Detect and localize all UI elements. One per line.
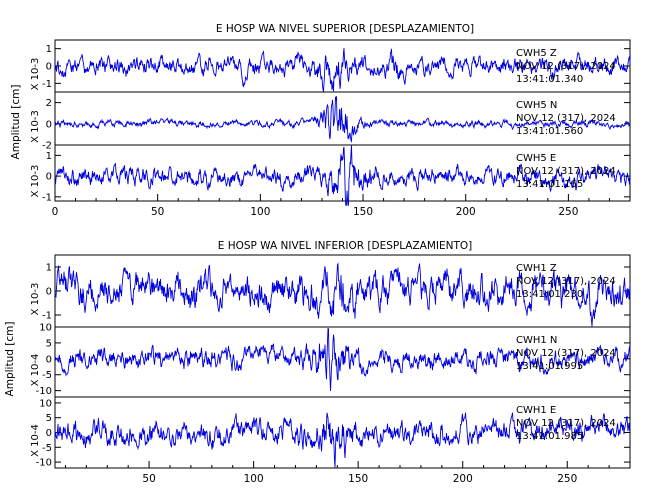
y-tick-label: -5: [42, 370, 52, 381]
y-tick-label: -1: [42, 311, 52, 322]
y-tick-label: 0: [46, 119, 52, 130]
date-label: NOV 12 (317), 2024: [516, 418, 616, 429]
trace-panel-n: -10 -5 0 5 10 X 10-4 CWH1 N NOV 12 (317), 2024 1…: [30, 323, 631, 398]
y-tick-label: 0: [46, 428, 52, 439]
x-tick-label: 0: [52, 206, 59, 218]
scale-label: X 10-3: [30, 165, 41, 198]
station-label: CWH5 N: [516, 100, 557, 111]
waveform-trace: [54, 262, 631, 327]
trace-panel-n: -2 0 2 X 10-3 CWH5 N NOV 12 (317), 2024 13:41:…: [30, 91, 631, 152]
y-tick-label: 5: [46, 338, 52, 349]
trace-panel-z: -1 0 1 X 10-3 CWH5 Z NOV 12 (317), 2024 13:41:…: [30, 39, 631, 93]
x-tick-label: 100: [244, 473, 264, 485]
y-tick-label: 5: [46, 413, 52, 424]
time-label: 13:41:01.340: [516, 74, 583, 85]
time-label: 13:41:01.230: [516, 289, 583, 300]
y-tick-label: 1: [46, 44, 52, 55]
y-tick-label: 1: [46, 151, 52, 162]
scale-label: X 10-4: [30, 354, 41, 387]
trace-panel-z: -1 0 1 X 10-3 CWH1 Z NOV 12 (317), 2024 13:41:…: [30, 254, 631, 328]
chart-title: E HOSP WA NIVEL SUPERIOR [DESPLAZAMIENTO…: [216, 23, 474, 35]
scale-label: X 10-3: [30, 58, 41, 91]
time-label: 13:41:01.165: [516, 179, 583, 190]
scale-label: X 10-4: [30, 424, 41, 457]
chart-upper-level: E HOSP WA NIVEL SUPERIOR [DESPLAZAMIENTO…: [10, 23, 631, 218]
trace-panel-e: -1 0 1 X 10-3 CWH5 E NOV 12 (317), 2024 13:41:…: [30, 144, 631, 207]
y-tick-label: 10: [39, 323, 52, 334]
chart-title: E HOSP WA NIVEL INFERIOR [DESPLAZAMIENTO…: [218, 240, 473, 252]
y-tick-label: 1: [46, 263, 52, 274]
x-tick-label: 150: [348, 473, 368, 485]
station-label: CWH5 Z: [516, 48, 557, 59]
date-label: NOV 12 (317), 2024: [516, 348, 616, 359]
date-label: NOV 12 (317), 2024: [516, 113, 616, 124]
scale-label: X 10-3: [30, 283, 41, 316]
waveform-trace: [54, 145, 631, 207]
x-tick-label: 250: [557, 473, 577, 485]
x-tick-label: 50: [151, 206, 164, 218]
y-tick-label: 0: [46, 287, 52, 298]
y-tick-label: 0: [46, 62, 52, 73]
y-tick-label: -2: [42, 141, 52, 152]
y-tick-label: -5: [42, 443, 52, 454]
station-label: CWH1 N: [516, 335, 557, 346]
station-label: CWH5 E: [516, 153, 556, 164]
y-tick-label: -10: [36, 386, 52, 397]
time-label: 13:41:01.995: [516, 361, 583, 372]
waveform-trace: [54, 96, 631, 144]
x-tick-label: 100: [250, 206, 270, 218]
time-label: 13:41:01.985: [516, 431, 583, 442]
y-tick-label: -1: [42, 192, 52, 203]
y-tick-label: 10: [39, 398, 52, 409]
y-tick-label: -10: [36, 458, 52, 469]
x-tick-label: 50: [142, 473, 155, 485]
station-label: CWH1 E: [516, 405, 556, 416]
y-tick-label: 2: [46, 98, 52, 109]
date-label: NOV 12 (317), 2024: [516, 166, 616, 177]
time-label: 13:41:01.560: [516, 126, 583, 137]
waveform-trace: [54, 327, 631, 392]
x-tick-label: 200: [456, 206, 476, 218]
date-label: NOV 12 (317), 2024: [516, 61, 616, 72]
scale-label: X 10-3: [30, 110, 41, 143]
date-label: NOV 12 (317), 2024: [516, 276, 616, 287]
station-label: CWH1 Z: [516, 263, 557, 274]
y-tick-label: 0: [46, 354, 52, 365]
chart-lower-level: E HOSP WA NIVEL INFERIOR [DESPLAZAMIENTO…: [4, 240, 631, 485]
x-tick-label: 150: [353, 206, 373, 218]
x-tick-label: 200: [453, 473, 473, 485]
trace-panel-e: -10 -5 0 5 10 X 10-4 CWH1 E NOV 12 (317), 2024 1…: [30, 396, 631, 469]
y-tick-label: -1: [42, 79, 52, 90]
y-tick-label: 0: [46, 172, 52, 183]
y-axis-label: Amplitud [cm]: [10, 85, 22, 160]
x-tick-label: 250: [558, 206, 578, 218]
waveform-trace: [54, 412, 631, 468]
waveform-trace: [54, 48, 631, 92]
y-axis-label: Amplitud [cm]: [4, 322, 16, 397]
